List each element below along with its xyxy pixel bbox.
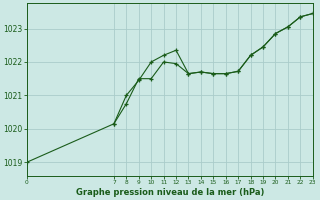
X-axis label: Graphe pression niveau de la mer (hPa): Graphe pression niveau de la mer (hPa): [76, 188, 264, 197]
